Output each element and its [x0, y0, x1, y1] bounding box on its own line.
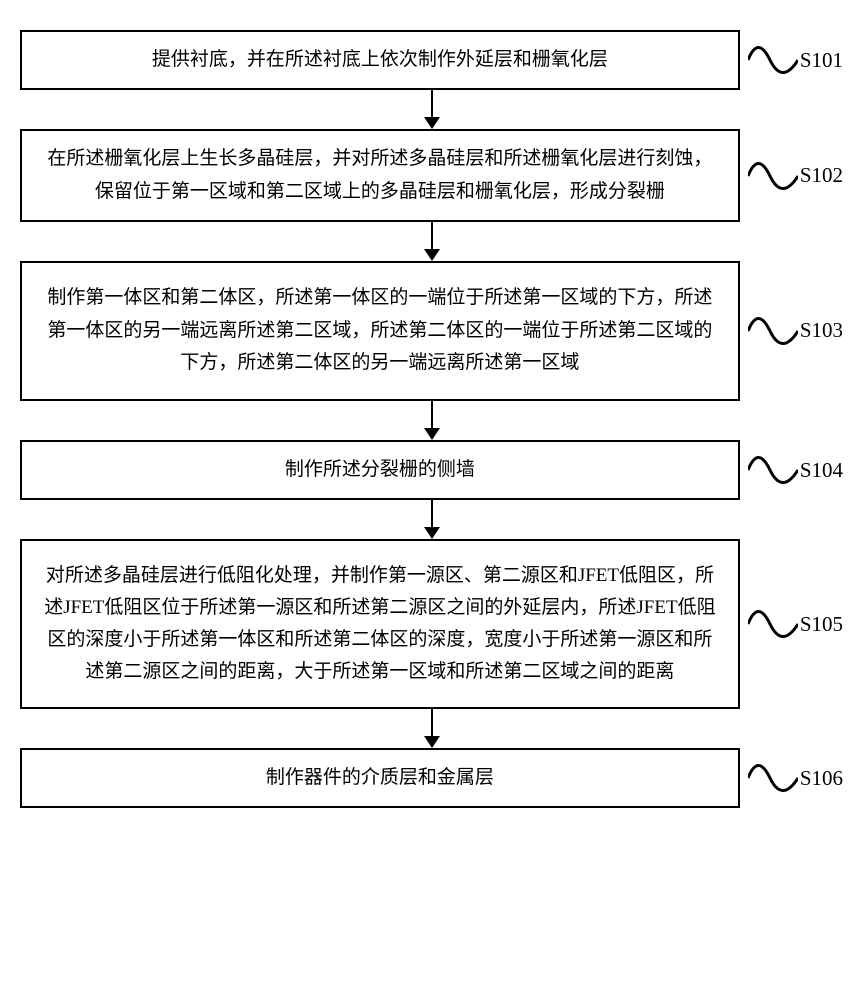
- step-id-label: S104: [800, 458, 843, 483]
- step-text: 提供衬底，并在所述衬底上依次制作外延层和栅氧化层: [152, 44, 608, 76]
- arrow-head-icon: [424, 117, 440, 129]
- step-box-4: 制作所述分裂栅的侧墙: [20, 440, 740, 500]
- step-box-5: 对所述多晶硅层进行低阻化处理，并制作第一源区、第二源区和JFET低阻区，所述JF…: [20, 539, 740, 709]
- flow-arrow: [72, 500, 792, 539]
- step-label-wrap: S104: [748, 440, 843, 500]
- step-label-wrap: S102: [748, 146, 843, 206]
- step-id-label: S105: [800, 612, 843, 637]
- step-id-label: S101: [800, 48, 843, 73]
- step-label-wrap: S103: [748, 301, 843, 361]
- flow-arrow: [72, 222, 792, 261]
- wave-connector-icon: [748, 30, 798, 90]
- step-row-6: 制作器件的介质层和金属层 S106: [20, 748, 843, 808]
- wave-connector-icon: [748, 440, 798, 500]
- step-text: 在所述栅氧化层上生长多晶硅层，并对所述多晶硅层和所述栅氧化层进行刻蚀，保留位于第…: [38, 143, 722, 208]
- step-id-label: S106: [800, 766, 843, 791]
- step-label-wrap: S101: [748, 30, 843, 90]
- arrow-line: [431, 222, 433, 250]
- step-row-3: 制作第一体区和第二体区，所述第一体区的一端位于所述第一区域的下方，所述第一体区的…: [20, 261, 843, 401]
- step-text: 制作第一体区和第二体区，所述第一体区的一端位于所述第一区域的下方，所述第一体区的…: [38, 282, 722, 379]
- wave-connector-icon: [748, 301, 798, 361]
- arrow-line: [431, 500, 433, 528]
- step-box-1: 提供衬底，并在所述衬底上依次制作外延层和栅氧化层: [20, 30, 740, 90]
- step-box-2: 在所述栅氧化层上生长多晶硅层，并对所述多晶硅层和所述栅氧化层进行刻蚀，保留位于第…: [20, 129, 740, 222]
- step-box-3: 制作第一体区和第二体区，所述第一体区的一端位于所述第一区域的下方，所述第一体区的…: [20, 261, 740, 401]
- step-row-4: 制作所述分裂栅的侧墙 S104: [20, 440, 843, 500]
- wave-connector-icon: [748, 748, 798, 808]
- wave-connector-icon: [748, 594, 798, 654]
- arrow-head-icon: [424, 736, 440, 748]
- step-box-6: 制作器件的介质层和金属层: [20, 748, 740, 808]
- step-text: 对所述多晶硅层进行低阻化处理，并制作第一源区、第二源区和JFET低阻区，所述JF…: [38, 560, 722, 689]
- step-row-2: 在所述栅氧化层上生长多晶硅层，并对所述多晶硅层和所述栅氧化层进行刻蚀，保留位于第…: [20, 129, 843, 222]
- arrow-line: [431, 401, 433, 429]
- arrow-head-icon: [424, 428, 440, 440]
- step-label-wrap: S105: [748, 594, 843, 654]
- flow-arrow: [72, 709, 792, 748]
- flow-arrow: [72, 401, 792, 440]
- arrow-head-icon: [424, 249, 440, 261]
- arrow-line: [431, 90, 433, 118]
- step-id-label: S103: [800, 318, 843, 343]
- step-text: 制作所述分裂栅的侧墙: [285, 454, 475, 486]
- step-row-5: 对所述多晶硅层进行低阻化处理，并制作第一源区、第二源区和JFET低阻区，所述JF…: [20, 539, 843, 709]
- step-label-wrap: S106: [748, 748, 843, 808]
- step-id-label: S102: [800, 163, 843, 188]
- wave-connector-icon: [748, 146, 798, 206]
- arrow-line: [431, 709, 433, 737]
- flow-arrow: [72, 90, 792, 129]
- step-row-1: 提供衬底，并在所述衬底上依次制作外延层和栅氧化层 S101: [20, 30, 843, 90]
- flowchart-container: 提供衬底，并在所述衬底上依次制作外延层和栅氧化层 S101 在所述栅氧化层上生长…: [20, 30, 843, 808]
- step-text: 制作器件的介质层和金属层: [266, 762, 494, 794]
- arrow-head-icon: [424, 527, 440, 539]
